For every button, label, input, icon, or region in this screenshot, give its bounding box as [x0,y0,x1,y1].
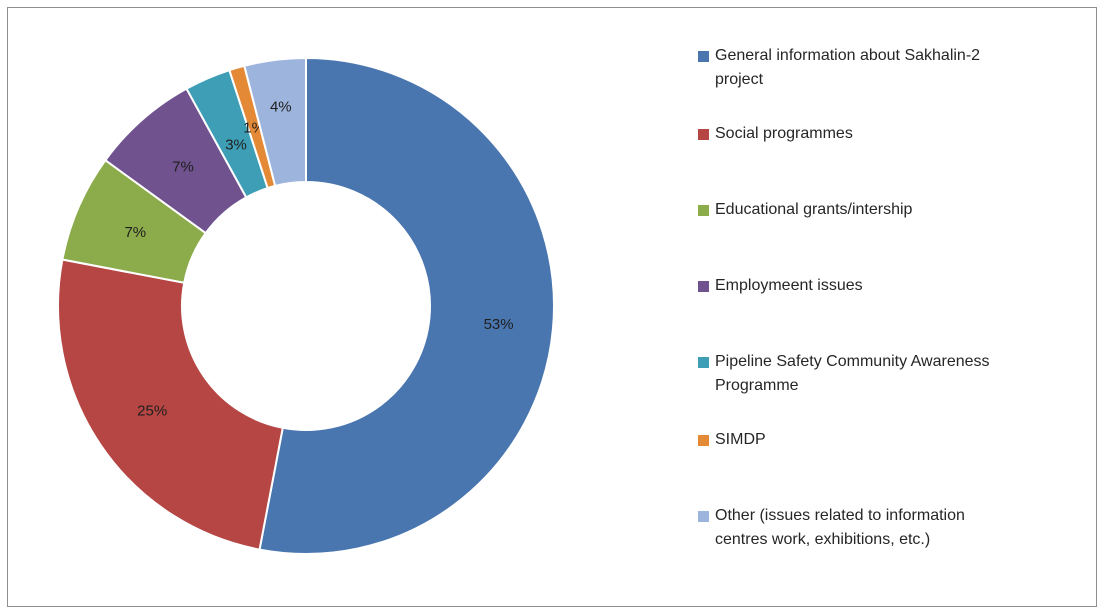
legend-item-employmeent-issues: Employmeent issues [698,274,1088,298]
legend-label: SIMDP [715,431,766,448]
slice-label-pipeline-safety-community-awareness: 3% [225,136,247,153]
slice-general-information-about-sakhalin-2 [258,56,555,555]
slice-label-educational-grants-intership: 7% [124,224,146,241]
slice-social-programmes [57,258,284,551]
legend-item-educational-grants-intership: Educational grants/intership [698,198,1088,222]
slice-other-issues-related-to-information [243,56,307,188]
legend-swatch [698,205,709,216]
legend-item-pipeline-safety-community-awareness: Pipeline Safety Community Awareness Prog… [698,350,1088,398]
legend-label: Pipeline Safety Community Awareness Prog… [715,353,990,394]
legend-item-other-issues-related-to-information: Other (issues related to information cen… [698,504,1088,552]
legend-item-general-information-about-sakhalin-2: General information about Sakhalin-2 pro… [698,44,1088,92]
legend-swatch [698,511,709,522]
legend-swatch [698,281,709,292]
slice-label-other-issues-related-to-information: 4% [270,99,292,116]
legend-label: General information about Sakhalin-2 pro… [715,47,981,88]
legend-swatch [698,129,709,140]
legend-label: Other (issues related to information cen… [715,507,965,548]
legend-swatch [698,51,709,62]
slice-label-general-information-about-sakhalin-2: 53% [484,316,514,333]
legend-item-simdp: SIMDP [698,428,1088,452]
legend-swatch [698,357,709,368]
slice-label-social-programmes: 25% [137,403,167,420]
legend-item-social-programmes: Social programmes [698,122,1088,146]
legend-swatch [698,435,709,446]
legend-label: Employmeent issues [715,277,863,294]
slice-label-employmeent-issues: 7% [172,158,194,175]
legend-label: Social programmes [715,125,853,142]
legend-label: Educational grants/intership [715,201,913,218]
